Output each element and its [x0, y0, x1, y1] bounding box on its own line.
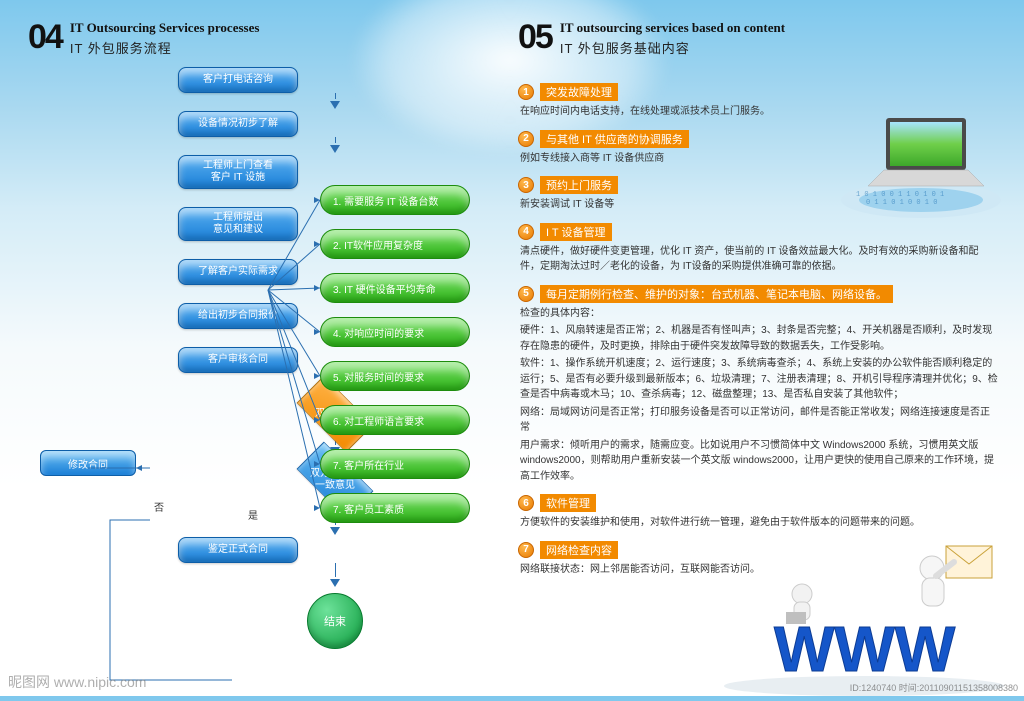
flow-node: 客户审核合同 — [178, 347, 298, 373]
flow-node: 工程师提出意见和建议 — [178, 207, 298, 241]
item-badge: 6 — [518, 495, 534, 511]
flow-detail-node: 2. IT软件应用复杂度 — [320, 229, 470, 259]
item-title: 软件管理 — [540, 494, 596, 512]
section-05-header: 05 IT outsourcing services based on cont… — [518, 20, 1000, 57]
flow-node: 设备情况初步了解 — [178, 111, 298, 137]
item-title: 预约上门服务 — [540, 176, 618, 194]
item-body: 检查的具体内容：硬件：1、风扇转速是否正常；2、机器是否有怪叫声；3、封条是否完… — [520, 306, 998, 485]
flow-detail-node: 3. IT 硬件设备平均寿命 — [320, 273, 470, 303]
flow-node: 工程师上门查看客户 IT 设施 — [178, 155, 298, 189]
svg-text:0 1 1 0 1 0 0 1 0: 0 1 1 0 1 0 0 1 0 — [866, 199, 937, 207]
image-meta: ID:1240740 时间:20110901151358008380 — [850, 681, 1018, 694]
item-badge: 3 — [518, 177, 534, 193]
section-04-title-zh: IT 外包服务流程 — [70, 38, 260, 57]
section-04-number: 04 — [28, 20, 62, 54]
flow-node-end: 结束 — [307, 593, 363, 649]
section-04-title-en: IT Outsourcing Services processes — [70, 20, 260, 36]
flow-detail-node: 7. 客户员工素质 — [320, 493, 470, 523]
item-title: I T 设备管理 — [540, 223, 612, 241]
watermark: 昵图网 www.nipic.com — [8, 672, 146, 692]
flow-detail-node: 1. 需要服务 IT 设备台数 — [320, 185, 470, 215]
flow-node-sign: 鉴定正式合同 — [178, 537, 298, 563]
content-item: 5 每月定期例行检查、维护的对象：台式机器、笔记本电脑、网络设备。 检查的具体内… — [518, 285, 998, 485]
item-title: 网络检查内容 — [540, 541, 618, 559]
flow-detail-node: 4. 对响应时间的要求 — [320, 317, 470, 347]
section-05-number: 05 — [518, 20, 552, 54]
flow-node-modify: 修改合同 — [40, 450, 136, 476]
content-item: 4 I T 设备管理 清点硬件，做好硬件变更管理，优化 IT 资产，使当前的 I… — [518, 223, 998, 275]
item-badge: 2 — [518, 131, 534, 147]
item-title: 突发故障处理 — [540, 83, 618, 101]
flow-node: 了解客户实际需求 — [178, 259, 298, 285]
item-title: 每月定期例行检查、维护的对象：台式机器、笔记本电脑、网络设备。 — [540, 285, 893, 303]
item-title: 与其他 IT 供应商的协调服务 — [540, 130, 689, 148]
section-04-header: 04 IT Outsourcing Services processes IT … — [28, 20, 492, 57]
www-illustration: WWW — [714, 526, 1014, 696]
flow-node: 给出初步合同报价 — [178, 303, 298, 329]
item-badge: 4 — [518, 224, 534, 240]
section-04: 04 IT Outsourcing Services processes IT … — [0, 0, 510, 696]
flow-detail-node: 7. 客户所在行业 — [320, 449, 470, 479]
svg-text:1 0 1 0 0 1 1 0 1 0 1: 1 0 1 0 0 1 1 0 1 0 1 — [856, 191, 944, 199]
item-badge: 1 — [518, 84, 534, 100]
flowchart: 客户打电话咨询设备情况初步了解工程师上门查看客户 IT 设施工程师提出意见和建议… — [178, 67, 492, 649]
item-badge: 5 — [518, 286, 534, 302]
item-badge: 7 — [518, 542, 534, 558]
section-05-title-zh: IT 外包服务基础内容 — [560, 38, 785, 57]
laptop-illustration: 1 0 1 0 0 1 1 0 1 0 1 0 1 1 0 1 0 0 1 0 — [836, 100, 1006, 220]
section-05: 05 IT outsourcing services based on cont… — [510, 0, 1024, 696]
flow-detail-node: 6. 对工程师语言要求 — [320, 405, 470, 435]
item-body: 清点硬件，做好硬件变更管理，优化 IT 资产，使当前的 IT 设备效益最大化。及… — [520, 244, 998, 275]
section-05-title-en: IT outsourcing services based on content — [560, 20, 785, 36]
flow-detail-node: 5. 对服务时间的要求 — [320, 361, 470, 391]
page: 04 IT Outsourcing Services processes IT … — [0, 0, 1024, 696]
flow-node: 客户打电话咨询 — [178, 67, 298, 93]
